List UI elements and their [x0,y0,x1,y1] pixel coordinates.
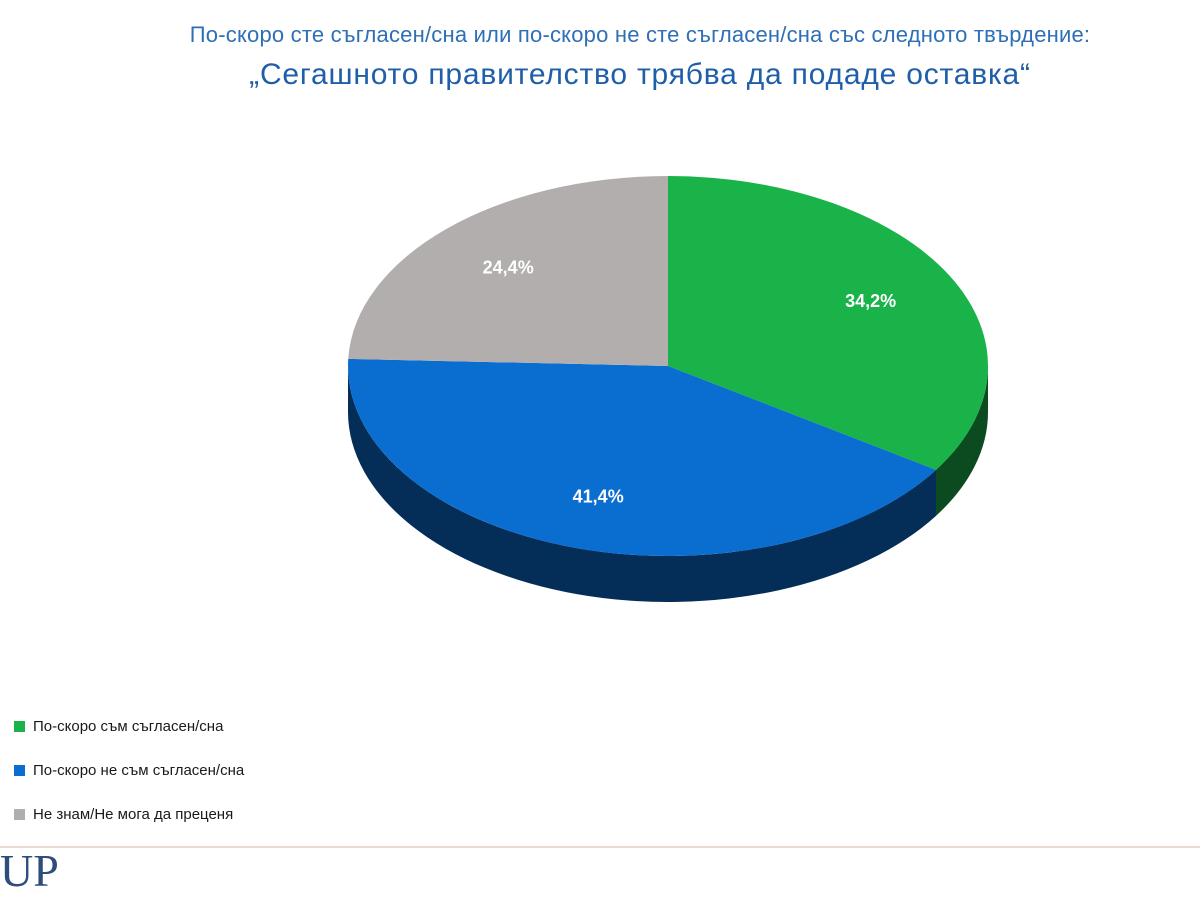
legend-swatch-disagree [14,764,25,776]
brand-logo: UP [0,845,59,896]
data-label-dont-know: 24,4% [483,257,534,277]
chart-subtitle: По-скоро сте съгласен/сна или по-скоро н… [189,22,1091,47]
chart-legend: По-скоро съм съгласен/сна По-скоро не съ… [14,716,244,848]
pie-side-agree [936,366,988,516]
legend-swatch-dont-know [14,808,25,820]
data-label-agree: 34,2% [845,291,896,311]
footer-divider [0,846,1200,848]
data-label-disagree: 41,4% [573,486,624,506]
legend-item-dont-know: Не знам/Не мога да преценя [14,804,244,824]
legend-swatch-agree [14,720,25,732]
pie-slice-disagree [348,358,937,556]
legend-item-agree: По-скоро съм съгласен/сна [14,716,244,736]
pie-side-disagree [348,366,937,603]
legend-label-disagree: По-скоро не съм съгласен/сна [33,761,245,779]
legend-label-agree: По-скоро съм съгласен/сна [33,717,224,735]
chart-title: „Сегашното правителство трябва да подаде… [249,58,1031,91]
pie-slice-agree [668,176,988,470]
pie-slice-dont-know [348,176,668,366]
legend-label-dont-know: Не знам/Не мога да преценя [33,805,234,823]
legend-item-disagree: По-скоро не съм съгласен/сна [14,760,244,780]
